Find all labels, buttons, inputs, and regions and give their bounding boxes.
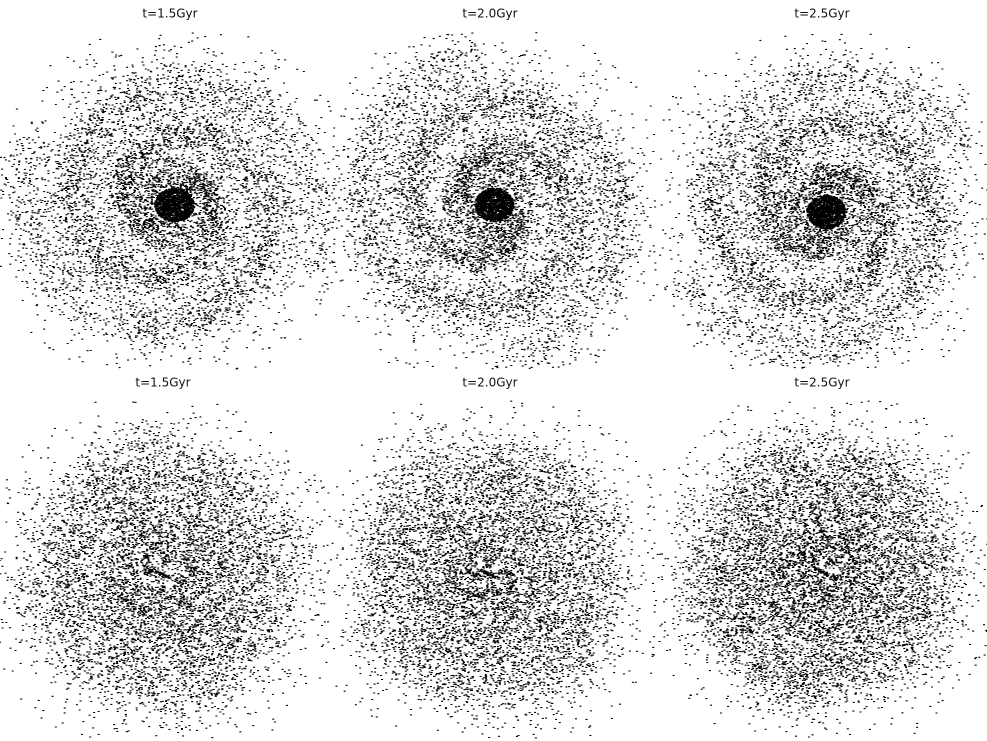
panel-title: t=2.5Gyr [794,376,849,390]
particle-distribution [320,33,656,369]
panel-title: t=2.0Gyr [462,376,517,390]
particle-distribution [0,402,329,737]
page: t=1.5Gyr t=2.0Gyr t=2.5Gyr t=1.5Gyr t=2.0Gyr… [0,0,987,741]
particle-distribution [652,401,987,737]
panel-title: t=2.5Gyr [794,7,849,21]
panel-title: t=1.5Gyr [142,7,197,21]
panel-title: t=1.5Gyr [135,376,190,390]
particle-distribution [1,33,336,369]
particle-distribution [320,401,655,738]
particle-distribution [653,34,987,368]
figure: t=1.5Gyr t=2.0Gyr t=2.5Gyr t=1.5Gyr t=2.0Gyr… [0,0,987,741]
panel-title: t=2.0Gyr [462,7,517,21]
